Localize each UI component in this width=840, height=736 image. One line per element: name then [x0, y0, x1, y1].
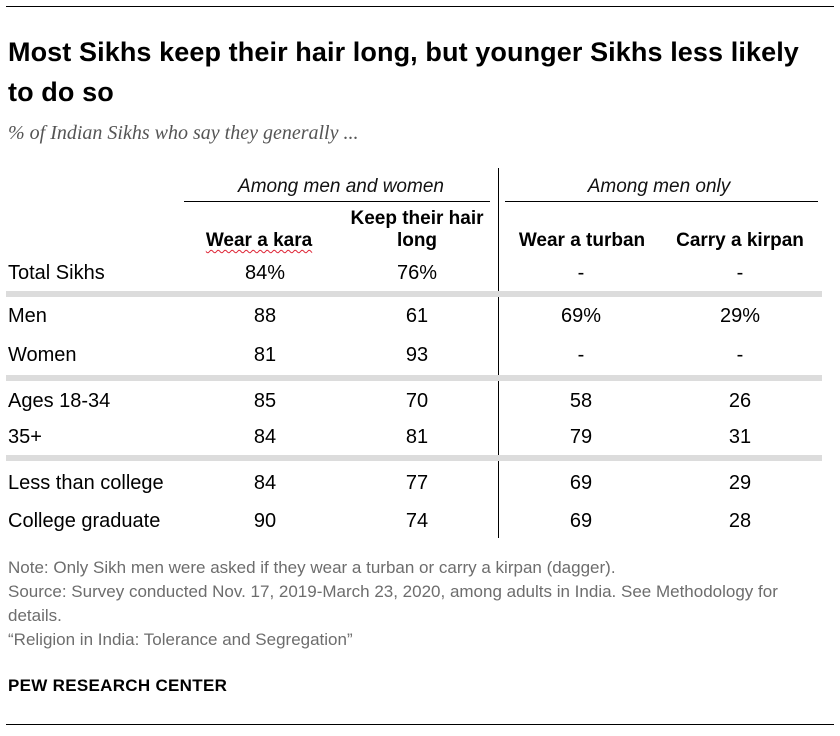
- table-cell: 88: [253, 305, 277, 327]
- report-title-line: “Religion in India: Tolerance and Segreg…: [8, 630, 353, 649]
- group-underline-2: [505, 201, 818, 202]
- row-label: Men: [8, 305, 47, 327]
- table-cell: 58: [569, 390, 593, 412]
- table-cell: 61: [405, 305, 429, 327]
- table-cell: 69: [569, 510, 593, 532]
- row-label: Ages 18-34: [8, 390, 111, 412]
- table-cell: -: [577, 262, 585, 284]
- table-cell: 69%: [560, 305, 602, 327]
- group-underline-1: [184, 201, 490, 202]
- table-cell: 93: [405, 344, 429, 366]
- table-cell: -: [736, 344, 744, 366]
- row-separator: [6, 375, 822, 381]
- column-divider: [498, 168, 499, 538]
- table-cell: 79: [569, 426, 593, 448]
- brand-logo-text: PEW RESEARCH CENTER: [8, 676, 228, 695]
- row-label: Total Sikhs: [8, 262, 105, 284]
- table-cell: 90: [253, 510, 277, 532]
- table-cell: -: [736, 262, 744, 284]
- column-header-kirpan: Carry a kirpan: [676, 230, 804, 251]
- row-label: Women: [8, 344, 77, 366]
- top-rule: [6, 6, 834, 7]
- chart-title: Most Sikhs keep their hair long, but you…: [8, 37, 799, 107]
- column-header-kara: Wear a kara: [205, 230, 313, 251]
- group-header-men-only: Among men only: [587, 176, 731, 197]
- row-separator: [6, 455, 822, 461]
- row-label: Less than college: [8, 472, 164, 494]
- row-separator: [6, 291, 822, 297]
- table-cell: 29%: [719, 305, 761, 327]
- table-cell: 77: [405, 472, 429, 494]
- table-cell: 84: [253, 426, 277, 448]
- table-cell: 26: [728, 390, 752, 412]
- column-header-turban: Wear a turban: [518, 230, 646, 251]
- table-cell: 81: [253, 344, 277, 366]
- table-cell: 31: [728, 426, 752, 448]
- table-cell: 28: [728, 510, 752, 532]
- table-cell: 29: [728, 472, 752, 494]
- notes-block: Note: Only Sikh men were asked if they w…: [8, 556, 808, 652]
- table-cell: 76%: [396, 262, 438, 284]
- row-label: College graduate: [8, 510, 161, 532]
- table-cell: 74: [405, 510, 429, 532]
- table-cell: 69: [569, 472, 593, 494]
- table-cell: 85: [253, 390, 277, 412]
- table-cell: 81: [405, 426, 429, 448]
- chart-subtitle: % of Indian Sikhs who say they generally…: [8, 122, 359, 144]
- table-cell: -: [577, 344, 585, 366]
- row-label: 35+: [8, 426, 42, 448]
- column-header-hair: Keep their hair long: [350, 208, 484, 251]
- bottom-rule: [6, 724, 834, 725]
- table-cell: 84%: [244, 262, 286, 284]
- table-cell: 84: [253, 472, 277, 494]
- group-header-men-and-women: Among men and women: [238, 176, 444, 197]
- source-line: Source: Survey conducted Nov. 17, 2019-M…: [8, 582, 778, 625]
- table-cell: 70: [405, 390, 429, 412]
- note-line: Note: Only Sikh men were asked if they w…: [8, 558, 616, 577]
